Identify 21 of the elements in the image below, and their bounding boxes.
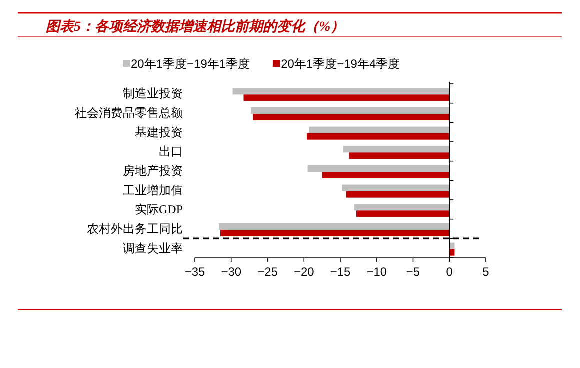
x-tick-label: −30 bbox=[221, 265, 242, 279]
x-tick-label: 5 bbox=[482, 265, 490, 279]
x-tick-label: −5 bbox=[406, 265, 420, 279]
legend-label: 20年1季度−19年1季度 bbox=[131, 57, 250, 71]
y-tick-label: 实际GDP bbox=[134, 202, 184, 217]
x-tick-label: −10 bbox=[366, 265, 388, 279]
y-tick-label: 制造业投资 bbox=[123, 86, 183, 101]
y-tick-label: 调查失业率 bbox=[123, 241, 183, 256]
y-tick-label: 房地产投资 bbox=[123, 164, 183, 178]
x-tick-label: −25 bbox=[258, 265, 278, 279]
title: 图表5：各项经济数据增速相比前期的变化（%） bbox=[46, 20, 345, 35]
y-tick-label: 出口 bbox=[159, 144, 183, 159]
y-tick-label: 工业增加值 bbox=[123, 183, 183, 198]
x-tick-label: −35 bbox=[184, 265, 206, 279]
x-tick-label: 0 bbox=[446, 265, 454, 279]
x-tick-label: −15 bbox=[330, 265, 351, 279]
y-tick-label: 社会消费品零售总额 bbox=[75, 106, 183, 120]
y-tick-label: 基建投资 bbox=[135, 125, 183, 140]
x-tick-label: −20 bbox=[294, 265, 315, 279]
legend-label: 20年1季度−19年4季度 bbox=[281, 57, 400, 71]
y-tick-label: 农村外出务工同比 bbox=[87, 222, 183, 236]
